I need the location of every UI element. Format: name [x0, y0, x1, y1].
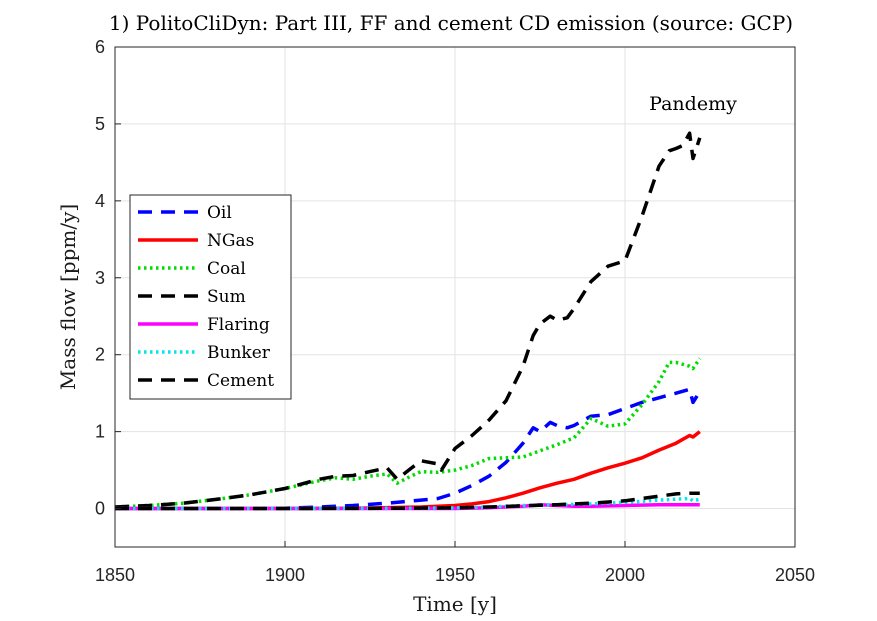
series-sum-line: [114, 131, 702, 509]
x-tick-label: 1850: [95, 565, 135, 585]
y-tick-label: 6: [95, 37, 105, 57]
legend-label-sum: Sum: [207, 287, 246, 307]
y-tick-label: 5: [95, 114, 105, 134]
legend: Oil NGas Coal Sum Flaring Bunker Cement: [129, 194, 292, 400]
y-tick-label: 3: [95, 268, 105, 288]
y-tick-label: 1: [95, 422, 105, 442]
x-tick-label: 1950: [435, 565, 475, 585]
y-axis-label: Mass flow [ppm/y]: [56, 204, 80, 390]
pandemy-annotation: Pandemy: [649, 93, 737, 115]
chart-title: 1) PolitoCliDyn: Part III, FF and cement…: [109, 11, 793, 35]
series-cement-line: [115, 491, 700, 511]
legend-box: [129, 194, 292, 400]
tick-layer: 1850 1900 1950 2000 2050 0 1 2 3 4 5 6: [95, 37, 815, 585]
x-tick-label: 2050: [775, 565, 815, 585]
x-axis-label: Time [y]: [413, 592, 497, 616]
x-tick-label: 1900: [265, 565, 305, 585]
y-tick-label: 4: [95, 191, 105, 211]
y-tick-label: 0: [95, 499, 105, 519]
series-oil-line: [115, 387, 702, 511]
x-tick-label: 2000: [605, 565, 645, 585]
series-coal-line: [114, 357, 702, 509]
legend-label-flaring: Flaring: [207, 315, 270, 335]
legend-label-coal: Coal: [207, 259, 246, 279]
series-ngas-line: [115, 430, 701, 511]
legend-label-ngas: NGas: [207, 231, 254, 251]
y-tick-label: 2: [95, 345, 105, 365]
legend-label-cement: Cement: [207, 371, 274, 391]
series-layer: [114, 131, 702, 511]
legend-label-bunker: Bunker: [207, 343, 271, 363]
legend-label-oil: Oil: [207, 203, 232, 223]
